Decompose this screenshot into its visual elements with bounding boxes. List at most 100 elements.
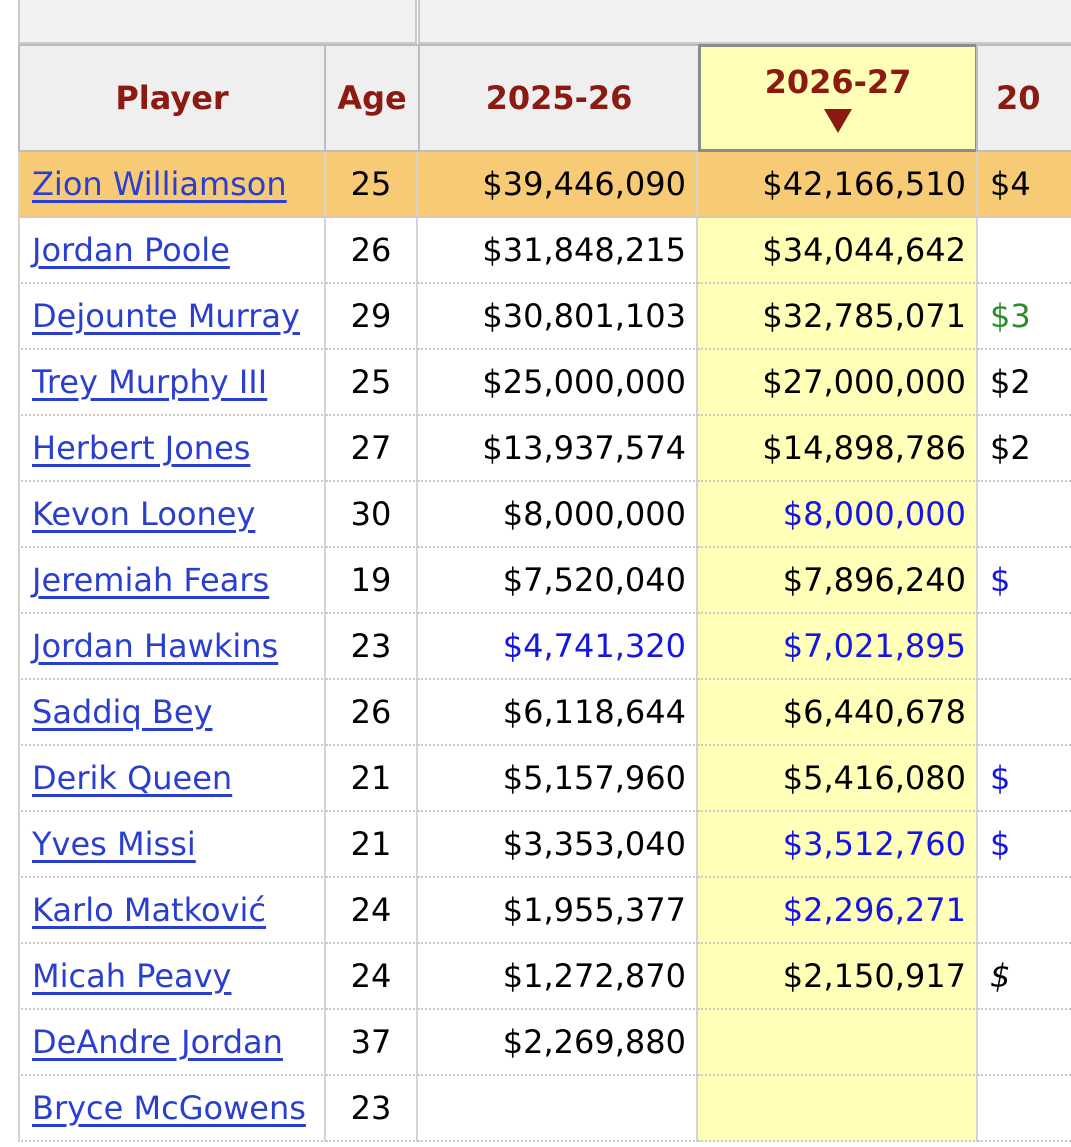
age-cell: 23 [326,1076,418,1142]
player-cell: Jordan Hawkins [18,614,326,680]
salary-2026-27-cell-value: $32,785,071 [762,297,966,335]
salary-2025-26-cell: $5,157,960 [418,746,698,812]
age-cell-value: 24 [350,957,392,995]
age-cell-value: 37 [350,1023,392,1061]
player-link[interactable]: Dejounte Murray [32,297,300,335]
age-cell: 26 [326,680,418,746]
column-header-row: Player Age 2025-26 2026-27 20 [18,44,1071,152]
salary-2026-27-cell-value: $8,000,000 [782,495,966,533]
salary-2026-27-cell-value: $3,512,760 [782,825,966,863]
header-2027-28[interactable]: 20 [976,44,1071,152]
age-cell: 30 [326,482,418,548]
age-cell-value: 30 [350,495,392,533]
header-2026-27-sorted[interactable]: 2026-27 [698,44,978,152]
salary-2025-26-cell-value: $31,848,215 [482,231,686,269]
player-link[interactable]: Kevon Looney [32,495,256,533]
player-link[interactable]: Jeremiah Fears [32,561,270,599]
player-cell: DeAndre Jordan [18,1010,326,1076]
salary-2027-28-cell [978,878,1071,944]
salary-2026-27-cell: $42,166,510 [698,152,978,218]
salary-2025-26-cell: $31,848,215 [418,218,698,284]
age-cell: 21 [326,746,418,812]
age-cell: 29 [326,284,418,350]
player-link[interactable]: Trey Murphy III [32,363,268,401]
header-2026-27-label: 2026-27 [764,63,912,101]
player-link[interactable]: Jordan Hawkins [32,627,279,665]
player-cell: Derik Queen [18,746,326,812]
age-cell-value: 25 [350,165,392,203]
salary-2027-28-cell-value: $2 [990,429,1031,467]
header-2027-28-label: 20 [996,79,1041,117]
player-link[interactable]: Saddiq Bey [32,693,213,731]
salary-2025-26-cell-value: $1,272,870 [502,957,686,995]
salary-2027-28-cell-value: $2 [990,363,1031,401]
salary-2027-28-cell [978,218,1071,284]
salary-2026-27-cell-value: $7,896,240 [782,561,966,599]
salary-2025-26-cell: $6,118,644 [418,680,698,746]
age-cell: 26 [326,218,418,284]
table-row: DeAndre Jordan 37 $2,269,880 [18,1010,1071,1076]
salary-2027-28-cell [978,1010,1071,1076]
salary-2026-27-cell-value: $34,044,642 [762,231,966,269]
player-cell: Micah Peavy [18,944,326,1010]
salary-2026-27-cell: $14,898,786 [698,416,978,482]
salary-2025-26-cell: $1,955,377 [418,878,698,944]
age-cell-value: 23 [350,627,392,665]
salary-2025-26-cell [418,1076,698,1142]
salary-2026-27-cell: $7,896,240 [698,548,978,614]
salary-2027-28-cell: $ [978,746,1071,812]
salary-2027-28-cell: $2 [978,416,1071,482]
header-2025-26[interactable]: 2025-26 [418,44,700,152]
salary-2027-28-cell [978,482,1071,548]
player-cell: Jeremiah Fears [18,548,326,614]
player-link[interactable]: Herbert Jones [32,429,251,467]
age-cell-value: 27 [350,429,392,467]
table-row: Derik Queen 21 $5,157,960 $5,416,080 $ [18,746,1071,812]
player-link[interactable]: Karlo Matković [32,891,266,929]
player-link[interactable]: Bryce McGowens [32,1089,306,1127]
player-cell: Bryce McGowens [18,1076,326,1142]
table-row: Kevon Looney 30 $8,000,000 $8,000,000 [18,482,1071,548]
header-age[interactable]: Age [324,44,420,152]
salary-2026-27-cell-value: $42,166,510 [762,165,966,203]
age-cell-value: 26 [350,693,392,731]
player-link[interactable]: Zion Williamson [32,165,287,203]
header-player-label: Player [115,79,229,117]
player-cell: Herbert Jones [18,416,326,482]
player-link[interactable]: Micah Peavy [32,957,232,995]
salary-2026-27-cell-value: $7,021,895 [782,627,966,665]
age-cell: 27 [326,416,418,482]
salary-2025-26-cell: $4,741,320 [418,614,698,680]
salary-2025-26-cell-value: $7,520,040 [502,561,686,599]
player-link[interactable]: DeAndre Jordan [32,1023,283,1061]
salary-2025-26-cell-value: $1,955,377 [502,891,686,929]
salary-2026-27-cell: $32,785,071 [698,284,978,350]
player-cell: Saddiq Bey [18,680,326,746]
table-row: Jeremiah Fears 19 $7,520,040 $7,896,240 $ [18,548,1071,614]
salary-2025-26-cell-value: $6,118,644 [502,693,686,731]
player-link[interactable]: Derik Queen [32,759,233,797]
age-cell: 23 [326,614,418,680]
salary-2026-27-cell: $7,021,895 [698,614,978,680]
salary-2027-28-cell-value: $ [990,957,1011,995]
age-cell-value: 21 [350,759,392,797]
player-link[interactable]: Yves Missi [32,825,196,863]
table-row: Karlo Matković 24 $1,955,377 $2,296,271 [18,878,1071,944]
age-cell: 25 [326,152,418,218]
salary-2025-26-cell: $1,272,870 [418,944,698,1010]
header-player[interactable]: Player [18,44,326,152]
salary-2026-27-cell-value: $5,416,080 [782,759,966,797]
salary-2026-27-cell-value: $14,898,786 [762,429,966,467]
salary-2026-27-cell [698,1076,978,1142]
table-row: Jordan Poole 26 $31,848,215 $34,044,642 [18,218,1071,284]
salary-2026-27-cell: $27,000,000 [698,350,978,416]
salary-2027-28-cell: $ [978,548,1071,614]
age-cell: 24 [326,944,418,1010]
player-link[interactable]: Jordan Poole [32,231,230,269]
salary-2026-27-cell: $34,044,642 [698,218,978,284]
table-row: Trey Murphy III 25 $25,000,000 $27,000,000 $… [18,350,1071,416]
table-row: Bryce McGowens 23 [18,1076,1071,1142]
salary-2025-26-cell: $39,446,090 [418,152,698,218]
salary-2025-26-cell: $13,937,574 [418,416,698,482]
